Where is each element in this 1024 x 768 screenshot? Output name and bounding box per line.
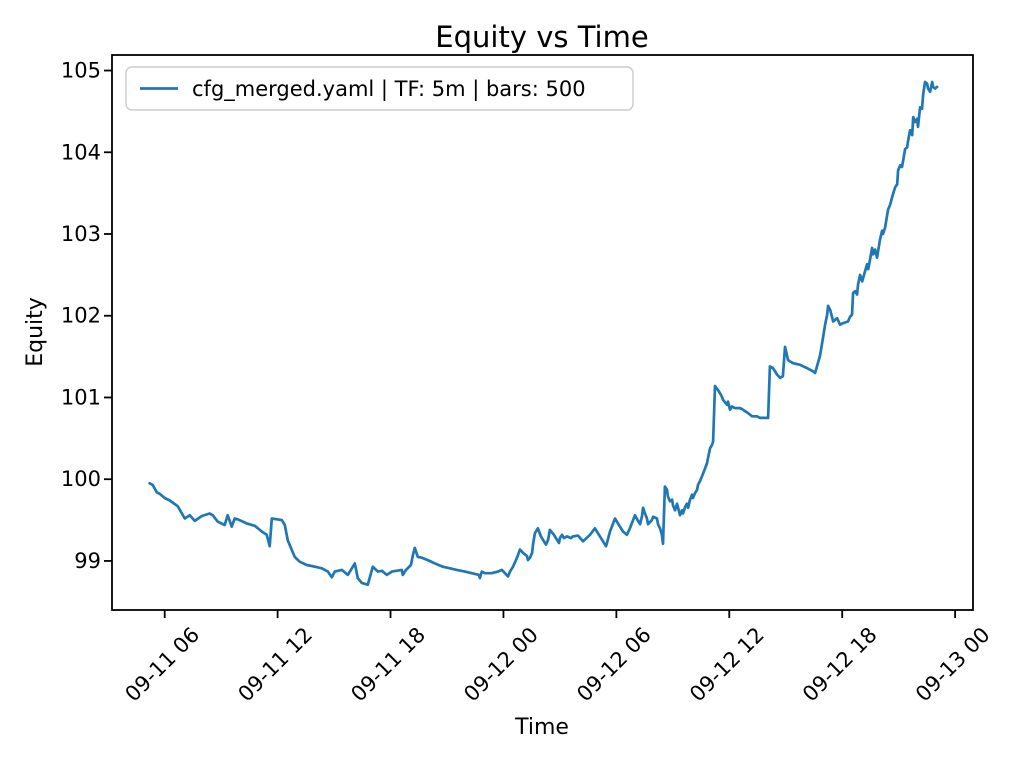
legend: cfg_merged.yaml | TF: 5m | bars: 500	[125, 66, 634, 111]
x-tick-label: 09-11 18	[346, 623, 430, 707]
y-tick-label: 102	[61, 304, 101, 328]
x-axis-label: Time	[514, 715, 569, 740]
chart-title: Equity vs Time	[435, 20, 648, 54]
y-tick-label: 99	[74, 549, 101, 573]
y-tick-label: 100	[61, 467, 101, 491]
x-tick-label: 09-13 00	[911, 623, 995, 707]
y-axis-label: Equity	[23, 297, 48, 367]
x-tick-label: 09-12 12	[685, 623, 769, 707]
x-tick-label: 09-12 00	[459, 623, 543, 707]
x-tick-label: 09-12 06	[572, 623, 656, 707]
x-tick-label: 09-11 12	[233, 623, 317, 707]
x-tick-label: 09-11 06	[120, 623, 204, 707]
x-tick-label: 09-12 18	[798, 623, 882, 707]
y-tick-label: 105	[61, 59, 101, 83]
legend-entry-label: cfg_merged.yaml | TF: 5m | bars: 500	[192, 77, 586, 102]
plot-frame	[111, 54, 974, 611]
equity-line-series	[148, 80, 939, 587]
legend-box	[125, 66, 634, 111]
y-tick-label: 104	[61, 140, 101, 164]
y-tick-label: 101	[61, 385, 101, 409]
y-axis-ticks: 99 100 101 102 103 104 105	[61, 59, 112, 573]
y-tick-label: 103	[61, 222, 101, 246]
x-axis-ticks: 09-11 06 09-11 12 09-11 18 09-12 00 09-12 06…	[120, 610, 995, 707]
